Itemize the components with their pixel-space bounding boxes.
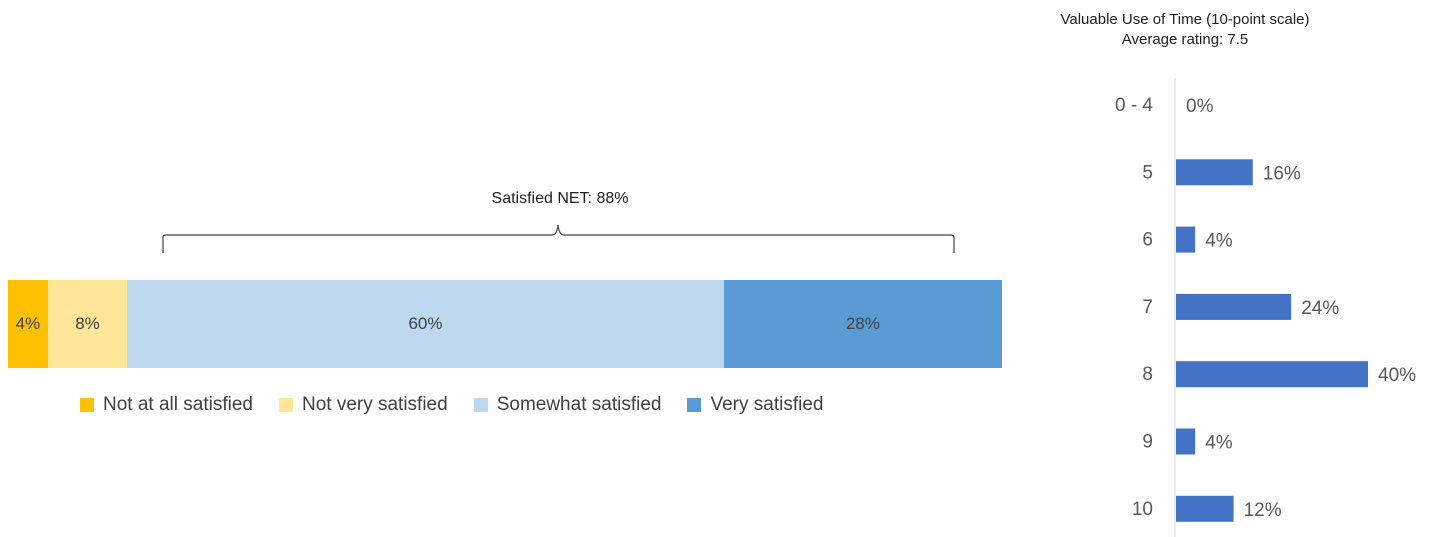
legend-label: Not at all satisfied — [103, 394, 253, 415]
bar — [1176, 428, 1196, 455]
bar — [1176, 226, 1196, 253]
stacked-segment: 4% — [8, 280, 48, 368]
legend-item: Not very satisfied — [278, 394, 448, 416]
right-chart-title: Valuable Use of Time (10-point scale) — [1060, 11, 1310, 28]
segment-data-label: 8% — [75, 314, 100, 333]
y-tick-label: 0 - 4 — [1115, 95, 1153, 116]
bar-data-label: 40% — [1378, 365, 1416, 386]
legend-label: Very satisfied — [710, 394, 824, 415]
bar — [1176, 159, 1253, 186]
bar — [1176, 293, 1292, 320]
y-tick-label: 5 — [1142, 162, 1153, 183]
y-tick-label: 7 — [1142, 297, 1153, 318]
legend-label: Somewhat satisfied — [496, 394, 662, 415]
y-tick-label: 10 — [1132, 499, 1153, 520]
bar — [1176, 495, 1234, 522]
stacked-segment: 28% — [723, 280, 1002, 368]
segment-data-label: 4% — [15, 314, 41, 333]
bar-data-label: 0% — [1186, 96, 1214, 117]
legend-swatch — [687, 398, 702, 412]
bar-data-label: 12% — [1244, 500, 1282, 521]
stacked-segment: 8% — [47, 280, 128, 368]
satisfaction-legend: Not at all satisfied Not very satisfied So… — [80, 394, 849, 416]
legend-swatch — [278, 398, 293, 412]
bar — [1176, 361, 1368, 388]
legend-label: Not very satisfied — [301, 394, 448, 415]
satisfied-net-brace — [162, 224, 955, 253]
bar-data-label: 24% — [1301, 298, 1339, 319]
segment-data-label: 28% — [845, 314, 880, 333]
satisfied-net-annotation: Satisfied NET: 88% — [491, 190, 629, 207]
y-tick-label: 6 — [1142, 230, 1153, 251]
stacked-segment: 60% — [127, 280, 724, 368]
legend-item: Very satisfied — [687, 394, 823, 416]
legend-swatch — [473, 398, 488, 412]
legend-swatch — [80, 398, 94, 412]
segment-data-label: 60% — [408, 314, 443, 333]
satisfaction-stacked-bar: 4% 8% 60% 28% — [8, 280, 1002, 368]
legend-item: Not at all satisfied — [80, 394, 253, 416]
y-tick-label: 9 — [1142, 432, 1153, 453]
bar-data-label: 4% — [1205, 433, 1233, 454]
bar-data-label: 4% — [1205, 231, 1233, 252]
y-tick-label: 8 — [1142, 364, 1153, 385]
right-chart-title-block: Valuable Use of Time (10-point scale) Av… — [1010, 10, 1360, 50]
bar-data-label: 16% — [1263, 163, 1301, 184]
right-chart-subtitle: Average rating: 7.5 — [1121, 31, 1249, 48]
legend-item: Somewhat satisfied — [473, 394, 662, 416]
